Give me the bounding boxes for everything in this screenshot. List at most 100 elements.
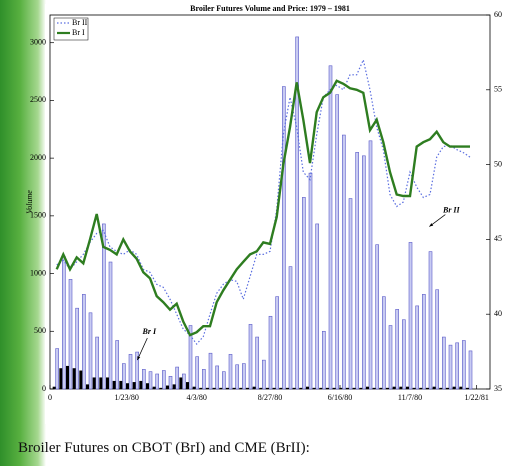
bar [388,325,393,390]
arrow-head [137,356,141,361]
y-tick-label: 0 [42,384,46,393]
bar [379,387,383,389]
bar [319,387,323,389]
annotation-arrow [137,337,148,361]
y2-tick-label: 60 [494,10,502,19]
y2-tick-label: 40 [494,309,502,318]
bar [146,383,149,389]
y-tick-label: 1000 [30,268,46,277]
bar [435,289,439,390]
bar [188,325,193,390]
bar [186,382,189,389]
bar [259,387,263,389]
annotation: Br I [142,327,157,336]
bar [195,356,199,390]
bar [88,312,93,390]
bar [59,368,63,389]
bar [308,172,313,390]
bar [202,369,206,390]
x-tick-label: 1/23/80 [114,393,138,402]
bar [72,368,76,389]
bar [286,387,289,389]
y-tick-label: 3000 [30,38,46,47]
bar [135,351,139,390]
bar [159,387,163,389]
legend-box [53,17,89,41]
bar [428,251,433,390]
bar [415,305,419,390]
bar [399,386,403,389]
bar [95,336,99,390]
bar [426,387,429,389]
legend-label: Br I [72,28,85,37]
bar [86,384,89,389]
bar [242,363,246,390]
bar [182,373,186,390]
bar [386,387,389,389]
bar [402,319,406,390]
bar [66,365,69,389]
bar [292,387,296,389]
x-tick-label: 11/7/80 [398,393,422,402]
bar [422,294,426,390]
bar [148,371,153,390]
y-tick-label: 2500 [30,95,46,104]
bar [332,387,336,389]
bar [455,342,459,390]
bar [175,366,179,390]
bar [348,198,353,390]
price-line [56,57,471,346]
bar [152,386,156,389]
bar [108,261,113,390]
bar [168,376,173,390]
bar [115,340,119,390]
bar [406,386,409,389]
bar [355,152,359,390]
bar [155,373,159,390]
arrow-head [429,223,434,227]
price-line [55,79,470,337]
caption: Broiler Futures on CBOT (BrI) and CME (B… [18,440,310,456]
bar [252,386,256,389]
bar [246,387,249,389]
bar [366,386,369,389]
bar [255,336,259,390]
bar [199,387,203,389]
bar [346,387,349,389]
bar [315,223,319,390]
bar [326,387,329,389]
y2-tick-label: 45 [494,234,502,243]
bar [335,94,339,390]
bar [359,387,363,389]
bar [382,296,386,390]
bar [82,294,86,390]
bar [179,377,183,389]
bar [132,382,136,389]
bar [222,371,226,390]
bar [432,386,436,389]
y-tick-label: 2000 [30,153,46,162]
y-tick-label: 1500 [30,211,46,220]
bar [112,380,116,389]
bar [275,296,279,390]
bar [419,387,423,389]
bar [68,279,73,390]
bar [362,155,366,390]
bar [99,377,103,389]
bar [302,197,306,390]
x-tick-label: 6/16/80 [328,393,352,402]
bar [52,386,56,389]
bar [232,387,236,389]
bar [272,387,276,389]
bar [206,387,209,389]
bar [462,340,466,390]
bar [106,377,109,389]
bar [228,354,233,390]
bar [372,387,376,389]
bar [122,363,126,390]
bar [75,307,79,390]
bar [282,86,286,390]
y2-tick-label: 35 [494,384,502,393]
bar [299,387,303,389]
x-tick-label: 8/27/80 [258,393,282,402]
